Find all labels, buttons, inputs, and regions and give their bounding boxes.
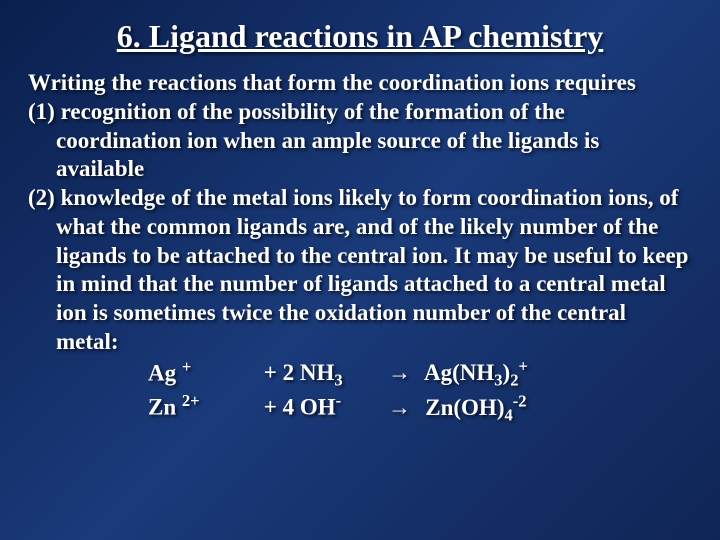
eq1-lhs-ion: Ag [148,360,176,385]
eq1-rhs-sub2: 2 [510,371,518,390]
eq1-coeff: 2 [283,360,295,385]
eq2-coeff: 4 [283,395,295,420]
eq1-ligand-sub: 3 [334,371,342,390]
eq2-plus: + [264,395,277,420]
eq2-arrow: → [380,393,420,422]
point-2: (2) knowledge of the metal ions likely t… [28,184,692,357]
eq1-rhs-sub1: 3 [494,371,502,390]
eq2-rhs-sub2: 4 [504,406,512,425]
eq2-ligand-sup: - [336,391,342,410]
eq1-rhs-charge: + [519,357,528,376]
eq2-lhs-ion: Zn [148,395,176,420]
equation-1: Ag + + 2 NH3 → Ag(NH3)2+ [28,357,692,392]
equation-2: Zn 2+ + 4 OH- → Zn(OH)4-2 [28,391,692,426]
intro-text: Writing the reactions that form the coor… [28,69,692,98]
point-1: (1) recognition of the possibility of th… [28,98,692,184]
eq1-lhs-charge: + [182,357,191,376]
eq2-lhs-charge: 2+ [182,391,200,410]
eq1-rhs-ion: Ag(NH [424,360,494,385]
eq1-arrow: → [380,358,420,387]
slide-body: Writing the reactions that form the coor… [28,69,692,426]
eq1-plus: + [264,360,277,385]
eq1-ligand: NH [300,360,335,385]
eq2-rhs-charge: -2 [513,391,527,410]
slide-title: 6. Ligand reactions in AP chemistry [28,18,692,55]
eq2-ligand: OH [300,395,336,420]
eq2-rhs-ion: Zn(OH) [425,395,504,420]
